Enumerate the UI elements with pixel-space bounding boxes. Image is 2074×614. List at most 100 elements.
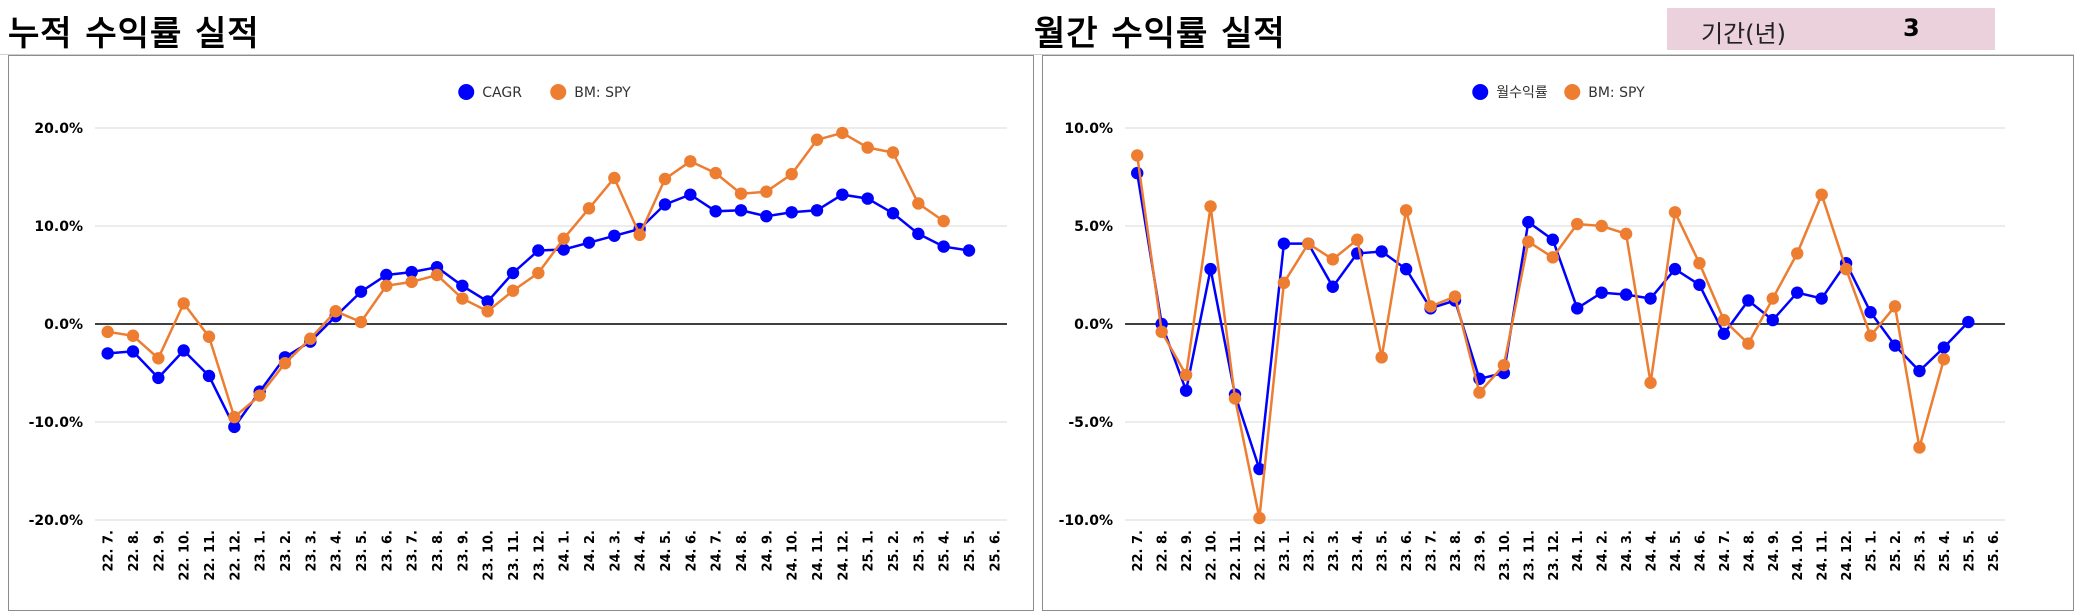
data-point-primary[interactable]: [760, 210, 773, 223]
data-point-benchmark[interactable]: [1351, 233, 1364, 246]
data-point-benchmark[interactable]: [329, 305, 342, 318]
data-point-primary[interactable]: [785, 206, 798, 219]
data-point-primary[interactable]: [1179, 384, 1193, 397]
data-point-benchmark[interactable]: [1668, 206, 1682, 219]
data-point-primary[interactable]: [1791, 286, 1804, 299]
data-point-primary[interactable]: [1595, 286, 1608, 299]
data-point-primary[interactable]: [1864, 306, 1877, 319]
data-point-benchmark[interactable]: [633, 228, 646, 242]
data-point-benchmark[interactable]: [1791, 247, 1804, 260]
data-point-primary[interactable]: [1277, 237, 1291, 250]
legend-item-benchmark[interactable]: BM: SPY: [550, 84, 631, 101]
data-point-benchmark[interactable]: [1326, 253, 1339, 266]
data-point-benchmark[interactable]: [1742, 337, 1755, 350]
data-point-primary[interactable]: [126, 345, 140, 358]
data-point-benchmark[interactable]: [1448, 290, 1462, 303]
data-point-benchmark[interactable]: [760, 185, 773, 198]
data-point-benchmark[interactable]: [1497, 358, 1511, 372]
data-point-primary[interactable]: [937, 240, 950, 253]
data-point-primary[interactable]: [354, 285, 368, 298]
data-point-primary[interactable]: [861, 192, 874, 205]
data-point-primary[interactable]: [1204, 262, 1217, 276]
data-point-benchmark[interactable]: [481, 305, 494, 318]
data-point-benchmark[interactable]: [861, 141, 874, 154]
data-point-primary[interactable]: [684, 188, 697, 201]
data-point-benchmark[interactable]: [405, 275, 418, 289]
data-point-primary[interactable]: [912, 227, 925, 241]
data-point-primary[interactable]: [658, 198, 672, 211]
data-point-benchmark[interactable]: [506, 284, 520, 297]
data-point-primary[interactable]: [1131, 166, 1144, 180]
data-point-benchmark[interactable]: [1179, 368, 1193, 382]
data-point-benchmark[interactable]: [1619, 227, 1633, 241]
data-point-primary[interactable]: [228, 420, 241, 434]
data-point-benchmark[interactable]: [253, 389, 266, 402]
data-point-primary[interactable]: [380, 268, 393, 282]
data-point-benchmark[interactable]: [1571, 217, 1584, 231]
data-point-benchmark[interactable]: [1228, 392, 1242, 405]
data-point-primary[interactable]: [405, 265, 418, 279]
data-point-benchmark[interactable]: [810, 133, 824, 146]
legend-item-benchmark[interactable]: BM: SPY: [1564, 84, 1645, 101]
data-point-primary[interactable]: [202, 369, 216, 383]
data-point-benchmark[interactable]: [886, 146, 900, 159]
cumulative-return-chart[interactable]: 20.0% 10.0% 0.0% -10.0% -20.0% 22. 7. 22. 8. 22…: [8, 55, 1034, 611]
data-point-benchmark[interactable]: [101, 325, 114, 339]
data-point-primary[interactable]: [582, 236, 596, 249]
data-point-benchmark[interactable]: [532, 266, 545, 280]
data-point-primary[interactable]: [1326, 280, 1339, 293]
data-point-primary[interactable]: [456, 279, 469, 292]
data-point-benchmark[interactable]: [608, 171, 621, 185]
data-point-benchmark[interactable]: [126, 329, 140, 342]
data-point-benchmark[interactable]: [1473, 386, 1486, 399]
data-point-benchmark[interactable]: [582, 202, 596, 215]
data-point-benchmark[interactable]: [1375, 351, 1388, 364]
data-point-benchmark[interactable]: [684, 155, 697, 168]
data-point-primary[interactable]: [557, 243, 570, 256]
data-point-benchmark[interactable]: [1204, 200, 1217, 213]
data-point-primary[interactable]: [709, 205, 722, 218]
data-point-benchmark[interactable]: [177, 297, 190, 310]
data-point-benchmark[interactable]: [1888, 300, 1902, 313]
data-point-primary[interactable]: [1375, 245, 1388, 258]
data-point-primary[interactable]: [1962, 315, 1975, 329]
data-point-benchmark[interactable]: [1839, 262, 1853, 276]
data-point-benchmark[interactable]: [709, 166, 722, 180]
data-point-primary[interactable]: [1571, 302, 1584, 315]
data-point-benchmark[interactable]: [202, 330, 216, 343]
data-point-primary[interactable]: [1546, 233, 1559, 246]
data-point-primary[interactable]: [1766, 313, 1779, 327]
data-point-benchmark[interactable]: [456, 292, 469, 305]
data-point-benchmark[interactable]: [785, 167, 798, 181]
data-point-primary[interactable]: [1742, 294, 1755, 307]
data-point-benchmark[interactable]: [658, 172, 672, 186]
data-point-benchmark[interactable]: [1131, 149, 1144, 162]
data-point-benchmark[interactable]: [1937, 353, 1951, 366]
data-point-primary[interactable]: [177, 344, 190, 357]
data-point-benchmark[interactable]: [1864, 329, 1877, 342]
data-point-benchmark[interactable]: [1424, 300, 1437, 313]
data-point-primary[interactable]: [1937, 341, 1951, 354]
legend-item-primary[interactable]: 월수익률: [1472, 84, 1548, 101]
data-point-primary[interactable]: [608, 229, 621, 242]
data-point-benchmark[interactable]: [380, 279, 393, 292]
data-point-benchmark[interactable]: [912, 197, 925, 210]
data-point-benchmark[interactable]: [304, 332, 317, 345]
data-point-primary[interactable]: [506, 266, 520, 280]
data-point-primary[interactable]: [532, 244, 545, 257]
legend-item-primary[interactable]: CAGR: [458, 84, 522, 101]
data-point-benchmark[interactable]: [228, 410, 241, 424]
data-point-primary[interactable]: [1522, 215, 1535, 229]
data-point-benchmark[interactable]: [1693, 257, 1706, 270]
data-point-primary[interactable]: [1668, 262, 1682, 276]
data-point-benchmark[interactable]: [836, 126, 849, 140]
data-point-benchmark[interactable]: [734, 187, 748, 200]
data-point-primary[interactable]: [1644, 292, 1657, 305]
monthly-return-chart[interactable]: 10.0% 5.0% 0.0% -5.0% -10.0% 22. 7. 22. 8. 22. …: [1042, 55, 2074, 611]
data-point-primary[interactable]: [836, 188, 849, 201]
data-point-benchmark[interactable]: [1546, 251, 1559, 264]
data-point-benchmark[interactable]: [1644, 376, 1657, 389]
data-point-benchmark[interactable]: [278, 357, 292, 370]
data-point-primary[interactable]: [810, 204, 824, 217]
data-point-benchmark[interactable]: [1913, 441, 1926, 454]
